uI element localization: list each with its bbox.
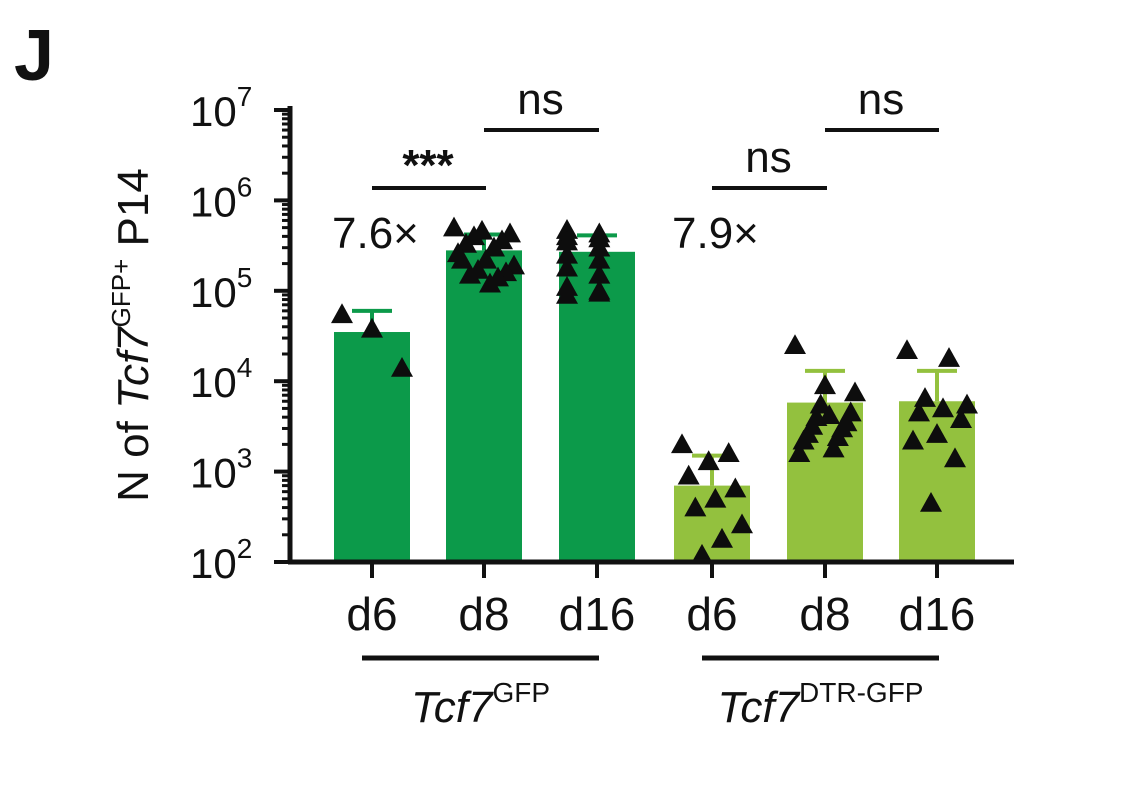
data-point: [896, 339, 918, 360]
data-point: [814, 374, 836, 395]
y-tick-label: 107: [190, 81, 252, 135]
axes-layer: 102 103 104 105 106 107 d6 d8 d16 d6 d8 d16: [190, 81, 1014, 640]
annotations-layer: Tcf7GFP Tcf7DTR-GFP *** ns ns ns 7.6× 7.9×: [332, 75, 939, 732]
fold-change-label: 7.9×: [672, 209, 759, 258]
data-point: [331, 303, 353, 324]
y-tick-label: 105: [190, 262, 252, 316]
group-label: Tcf7GFP: [411, 677, 550, 732]
data-point: [697, 450, 720, 471]
error-bars-layer: [352, 232, 957, 486]
data-point: [361, 317, 383, 338]
data-point: [908, 401, 930, 422]
data-point: [944, 447, 966, 468]
y-tick-label: 103: [190, 443, 252, 497]
data-point: [391, 356, 413, 377]
comparison-label: ns: [517, 75, 563, 124]
y-axis-label: N of Tcf7GFP+ P14: [106, 168, 158, 502]
y-tick-label: 102: [190, 533, 252, 587]
panel-label: J: [14, 16, 54, 96]
data-point: [677, 464, 700, 485]
data-point: [671, 433, 693, 454]
data-point: [818, 404, 841, 425]
data-point: [588, 248, 611, 269]
data-point: [556, 230, 578, 251]
comparison-label: ns: [858, 75, 904, 124]
group-label: Tcf7DTR-GFP: [718, 677, 924, 732]
data-point: [724, 477, 747, 498]
data-point: [704, 487, 727, 508]
data-point: [938, 347, 960, 367]
x-tick-label: d8: [799, 588, 850, 640]
y-axis-label-gene: Tcf7: [109, 326, 158, 409]
data-point: [556, 283, 578, 304]
y-tick-label: 104: [190, 352, 252, 406]
data-point: [902, 429, 924, 450]
bars-layer: [334, 250, 975, 563]
data-point: [956, 393, 978, 414]
data-point: [483, 236, 505, 257]
data-point: [731, 513, 753, 534]
data-point: [784, 334, 806, 355]
data-points-layer: [331, 216, 978, 564]
data-point: [588, 281, 611, 302]
x-tick-label: d8: [458, 588, 509, 640]
x-tick-label: d16: [899, 588, 976, 640]
data-point: [684, 496, 707, 517]
y-tick-label: 106: [190, 171, 252, 225]
data-point: [788, 442, 811, 462]
data-point: [914, 387, 936, 407]
y-axis-label-prefix: N of: [109, 409, 158, 502]
x-tick-label: d6: [686, 588, 737, 640]
data-point: [717, 442, 740, 462]
data-point: [844, 381, 866, 402]
data-point: [459, 263, 481, 284]
data-point: [556, 243, 578, 264]
y-axis-label-superscript: GFP+: [106, 259, 136, 328]
data-point: [932, 397, 954, 418]
y-axis-label-suffix: P14: [109, 168, 158, 259]
data-point: [479, 272, 501, 293]
fold-change-label: 7.6×: [332, 209, 419, 258]
data-point: [822, 437, 845, 458]
data-point: [711, 527, 733, 548]
data-point: [691, 543, 713, 564]
data-point: [451, 248, 473, 269]
data-point: [588, 263, 611, 284]
comparison-label: ns: [745, 133, 791, 182]
x-tick-label: d16: [559, 588, 636, 640]
bar: [446, 250, 522, 563]
data-point: [443, 216, 465, 237]
data-point: [926, 423, 948, 443]
x-tick-label: d6: [346, 588, 397, 640]
data-point: [920, 491, 942, 512]
data-point: [556, 256, 578, 277]
data-point: [950, 408, 972, 428]
data-point: [588, 236, 611, 257]
comparison-label: ***: [402, 141, 454, 190]
